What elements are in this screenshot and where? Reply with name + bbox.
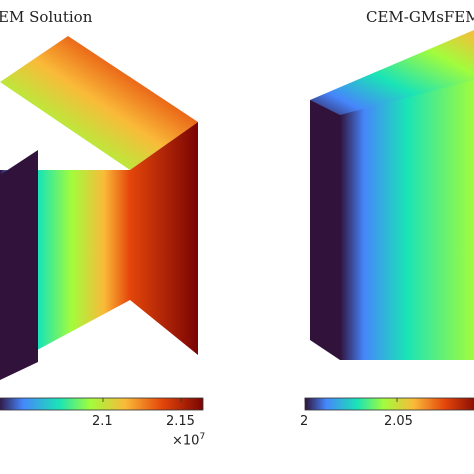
right-colorbar	[304, 397, 474, 411]
left-cube-side-face	[130, 122, 198, 355]
exponent-power: 7	[199, 432, 206, 442]
left-cube-dark-face	[0, 150, 38, 380]
left-tick-label-0: 2.1	[92, 414, 113, 429]
left-exponent-label: ×107	[172, 432, 205, 448]
right-panel-title: CEM-GMsFEM	[366, 8, 474, 26]
left-tick-label-1: 2.15	[166, 414, 195, 429]
left-cube	[0, 36, 198, 380]
right-cube-dark-face	[310, 100, 340, 360]
right-cube-front-face	[340, 80, 474, 360]
left-panel-title: EM Solution	[0, 8, 93, 26]
right-tick-label-1: 2.05	[384, 414, 413, 429]
left-cube-top-face	[0, 36, 198, 170]
right-tick-label-0: 2	[300, 414, 309, 429]
exponent-base: ×10	[172, 433, 200, 449]
left-colorbar	[0, 397, 204, 411]
right-cube	[310, 30, 474, 360]
